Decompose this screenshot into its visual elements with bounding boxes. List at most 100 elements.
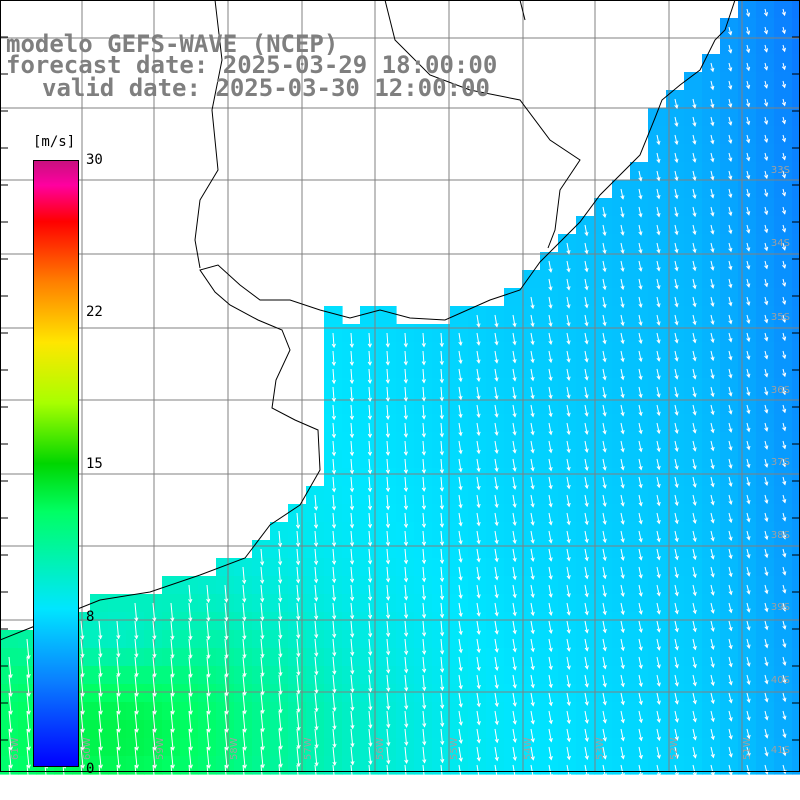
wind-arrow xyxy=(692,440,696,451)
speed-cell xyxy=(792,36,800,55)
wind-arrow-head xyxy=(385,451,391,457)
wind-arrow xyxy=(692,314,696,325)
wind-arrow xyxy=(710,728,714,740)
wind-arrow-head xyxy=(512,485,517,490)
wind-arrow xyxy=(638,476,642,488)
wind-arrow xyxy=(116,710,120,732)
wind-arrow xyxy=(656,512,660,524)
wind-arrow xyxy=(512,602,516,616)
wind-arrow xyxy=(278,530,281,547)
wind-arrow xyxy=(602,206,606,218)
wind-arrow-head xyxy=(512,521,517,527)
wind-arrow-head xyxy=(421,415,426,420)
wind-arrow xyxy=(440,458,443,473)
wind-arrow-head xyxy=(764,680,769,685)
wind-arrow xyxy=(584,710,588,723)
wind-arrow-head xyxy=(476,684,481,690)
wind-arrow xyxy=(548,638,552,652)
wind-arrow-head xyxy=(26,764,31,769)
wind-arrow-head xyxy=(674,266,679,272)
wind-arrow xyxy=(746,170,750,179)
wind-arrow xyxy=(98,746,102,768)
speed-cell xyxy=(792,576,800,595)
wind-arrow xyxy=(440,440,443,455)
wind-arrow-head xyxy=(152,764,157,769)
wind-arrow-head xyxy=(710,248,715,253)
wind-arrow xyxy=(728,62,732,71)
wind-arrow-head xyxy=(782,607,787,612)
wind-arrow xyxy=(566,512,570,525)
wind-arrow-head xyxy=(349,506,355,511)
speed-cell xyxy=(792,216,800,235)
wind-arrow xyxy=(746,584,750,594)
wind-arrow xyxy=(170,656,174,677)
wind-arrow xyxy=(764,638,768,648)
wind-arrow-head xyxy=(242,746,247,751)
wind-arrow-head xyxy=(692,140,697,145)
wind-arrow-head xyxy=(476,395,481,401)
wind-arrow-head xyxy=(746,427,751,433)
wind-arrow xyxy=(350,548,353,564)
wind-arrow xyxy=(638,332,642,344)
border-argentina-uruguay xyxy=(194,0,223,269)
wind-arrow xyxy=(350,458,353,474)
wind-arrow-head xyxy=(584,466,589,472)
title-valid-date: valid date: 2025-03-30 12:00:00 xyxy=(42,74,490,102)
wind-arrow-head xyxy=(439,360,444,366)
wind-arrow-head xyxy=(458,757,463,762)
wind-arrow xyxy=(440,656,443,672)
wind-arrow-head xyxy=(710,573,715,578)
wind-arrow xyxy=(674,188,678,199)
wind-arrow-head xyxy=(728,85,733,90)
wind-arrow-head xyxy=(782,643,787,648)
wind-arrow-head xyxy=(746,30,751,36)
wind-arrow xyxy=(368,764,372,782)
wind-arrow-head xyxy=(584,231,589,237)
wind-arrow xyxy=(746,674,750,685)
wind-arrow-head xyxy=(116,746,121,751)
wind-arrow xyxy=(656,440,660,452)
wind-arrow xyxy=(422,530,425,546)
wind-arrow xyxy=(638,674,642,687)
speed-cell xyxy=(792,72,800,91)
wind-arrow-head xyxy=(764,517,769,523)
wind-arrow-head xyxy=(728,536,733,542)
wind-arrow-head xyxy=(385,343,390,348)
speed-cell xyxy=(792,198,800,217)
wind-arrow xyxy=(674,386,678,397)
wind-arrow-head xyxy=(746,590,751,595)
wind-arrow-head xyxy=(710,212,715,217)
wind-arrow xyxy=(530,458,534,471)
wind-arrow-head xyxy=(403,415,408,420)
wind-arrow-head xyxy=(530,340,535,346)
wind-arrow xyxy=(638,494,642,506)
wind-arrow-head xyxy=(349,578,355,584)
wind-arrow xyxy=(404,422,407,437)
wind-arrow xyxy=(692,566,696,578)
wind-arrow-head xyxy=(566,520,571,526)
wind-arrow-head xyxy=(602,755,607,760)
wind-arrow-head xyxy=(367,343,372,348)
wind-arrow-head xyxy=(367,487,373,493)
wind-arrow-head xyxy=(602,773,607,778)
wind-arrow xyxy=(386,674,390,692)
wind-arrow-head xyxy=(260,727,265,733)
wind-arrow-head xyxy=(386,669,391,674)
wind-arrow-head xyxy=(530,503,535,508)
wind-arrow xyxy=(224,746,228,768)
wind-arrow-head xyxy=(728,247,733,253)
wind-arrow xyxy=(620,674,624,687)
wind-arrow-head xyxy=(530,593,535,599)
wind-arrow-head xyxy=(638,357,643,363)
wind-arrow xyxy=(566,494,570,507)
wind-arrow-head xyxy=(638,754,643,760)
wind-arrow xyxy=(458,332,462,346)
wind-arrow-head xyxy=(206,710,211,715)
wind-arrow xyxy=(656,692,660,705)
wind-arrow xyxy=(350,620,353,637)
wind-arrow xyxy=(278,638,282,657)
wind-arrow-head xyxy=(349,524,355,529)
wind-arrow-head xyxy=(404,777,409,783)
wind-arrow xyxy=(350,368,353,384)
wind-arrow-head xyxy=(746,373,751,379)
